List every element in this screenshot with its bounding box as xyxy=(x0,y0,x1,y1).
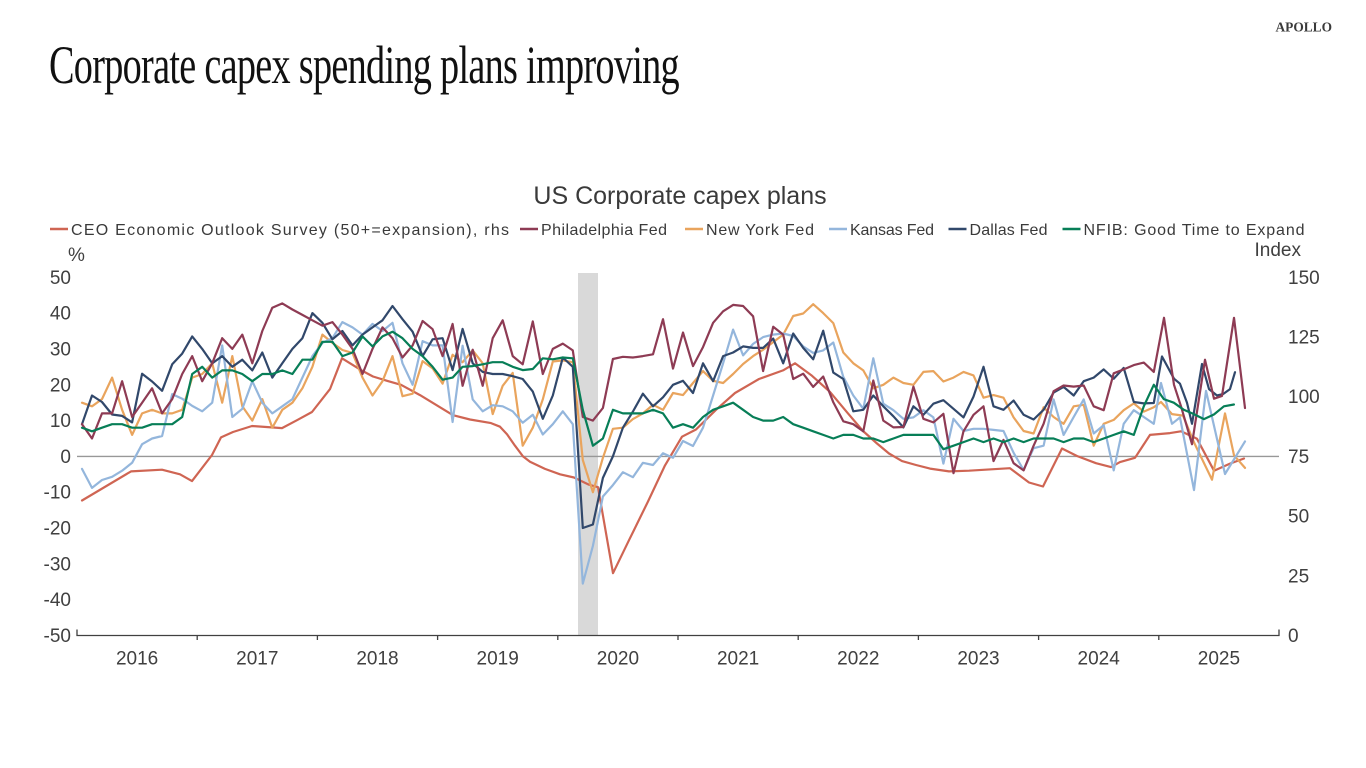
svg-text:75: 75 xyxy=(1288,447,1309,468)
svg-text:0: 0 xyxy=(1288,626,1299,647)
svg-text:-20: -20 xyxy=(44,519,71,540)
svg-text:2021: 2021 xyxy=(717,649,759,670)
svg-text:-50: -50 xyxy=(44,626,71,647)
svg-text:40: 40 xyxy=(50,304,71,325)
svg-text:New York Fed: New York Fed xyxy=(706,222,814,239)
svg-text:-40: -40 xyxy=(44,590,71,611)
svg-text:-10: -10 xyxy=(44,483,71,504)
svg-text:Dallas Fed: Dallas Fed xyxy=(970,222,1048,239)
svg-text:US Corporate capex plans: US Corporate capex plans xyxy=(533,182,826,210)
svg-text:%: % xyxy=(68,245,85,266)
svg-text:2024: 2024 xyxy=(1078,649,1121,670)
svg-text:2016: 2016 xyxy=(116,649,158,670)
svg-text:125: 125 xyxy=(1288,328,1320,349)
svg-text:-30: -30 xyxy=(44,554,71,575)
svg-text:2018: 2018 xyxy=(356,649,398,670)
svg-text:Index: Index xyxy=(1255,240,1302,261)
svg-text:2017: 2017 xyxy=(236,649,278,670)
svg-text:0: 0 xyxy=(60,447,71,468)
svg-text:50: 50 xyxy=(50,268,71,289)
svg-text:2019: 2019 xyxy=(477,649,519,670)
svg-text:2022: 2022 xyxy=(837,649,879,670)
svg-text:25: 25 xyxy=(1288,566,1309,587)
svg-text:50: 50 xyxy=(1288,507,1309,528)
svg-text:30: 30 xyxy=(50,339,71,360)
svg-text:150: 150 xyxy=(1288,268,1320,289)
svg-text:NFIB: Good Time to Expand: NFIB: Good Time to Expand xyxy=(1084,222,1305,239)
svg-text:100: 100 xyxy=(1288,387,1320,408)
svg-text:20: 20 xyxy=(50,375,71,396)
svg-text:Kansas Fed: Kansas Fed xyxy=(850,222,934,239)
svg-text:APOLLO: APOLLO xyxy=(1276,21,1333,36)
svg-text:10: 10 xyxy=(50,411,71,432)
svg-text:2023: 2023 xyxy=(957,649,999,670)
svg-text:2025: 2025 xyxy=(1198,649,1240,670)
svg-text:2020: 2020 xyxy=(597,649,639,670)
svg-text:CEO Economic Outlook Survey (5: CEO Economic Outlook Survey (50+=expansi… xyxy=(71,222,509,239)
svg-text:Philadelphia Fed: Philadelphia Fed xyxy=(541,222,667,239)
